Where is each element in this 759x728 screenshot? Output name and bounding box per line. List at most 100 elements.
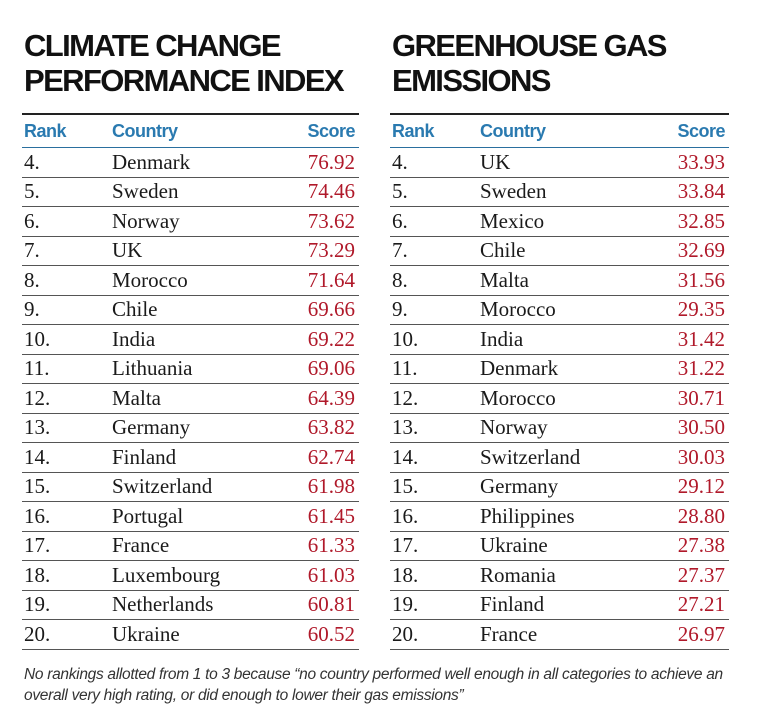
score-cell: 32.69 — [677, 238, 725, 263]
country-cell: Denmark — [112, 149, 191, 174]
table-row: 17. France 61.33 — [22, 532, 359, 561]
score-cell: 28.80 — [677, 503, 725, 528]
rank-cell: 16. — [24, 503, 51, 528]
ghg-title-rule — [390, 113, 729, 115]
table-row: 14. Finland 62.74 — [22, 443, 359, 473]
country-column-header: Country — [480, 120, 546, 141]
cpi-title-line-2: PERFORMANCE INDEX — [24, 63, 345, 98]
table-row: 6. Norway 73.62 — [22, 207, 359, 237]
country-cell: Malta — [112, 385, 161, 410]
table-row: 7. Chile 32.69 — [390, 237, 729, 266]
table-row: 4. Denmark 76.92 — [22, 148, 359, 178]
table-row: 12. Malta 64.39 — [22, 384, 359, 414]
rank-cell: 7. — [24, 238, 40, 263]
rank-cell: 15. — [24, 474, 51, 499]
country-cell: Switzerland — [480, 444, 581, 469]
country-cell: Portugal — [112, 503, 184, 528]
rank-cell: 5. — [392, 179, 408, 204]
score-cell: 27.21 — [677, 592, 725, 617]
table-row: 9. Chile 69.66 — [22, 296, 359, 325]
score-cell: 31.56 — [677, 267, 725, 292]
rank-cell: 14. — [392, 444, 419, 469]
rank-cell: 9. — [392, 297, 408, 322]
rank-cell: 20. — [24, 621, 51, 646]
ghg-header-row: Rank Country Score — [390, 115, 729, 148]
country-cell: Germany — [112, 415, 191, 440]
score-cell: 60.52 — [307, 621, 355, 646]
country-cell: Mexico — [480, 208, 545, 233]
score-cell: 30.50 — [677, 415, 725, 440]
table-row: 5. Sweden 74.46 — [22, 178, 359, 207]
country-cell: Finland — [112, 444, 177, 469]
table-row: 19. Finland 27.21 — [390, 591, 729, 620]
country-cell: France — [480, 621, 538, 646]
score-cell: 69.06 — [307, 356, 355, 381]
rank-cell: 10. — [392, 326, 419, 351]
score-cell: 69.22 — [307, 326, 355, 351]
score-cell: 27.38 — [677, 533, 725, 558]
rank-cell: 19. — [392, 592, 419, 617]
rank-cell: 9. — [24, 297, 40, 322]
country-cell: Switzerland — [112, 474, 213, 499]
rank-column-header: Rank — [24, 120, 67, 141]
table-row: 18. Luxembourg 61.03 — [22, 561, 359, 591]
country-cell: Chile — [480, 238, 526, 263]
rank-cell: 11. — [392, 356, 418, 381]
country-cell: UK — [112, 238, 143, 263]
rank-cell: 13. — [24, 415, 51, 440]
country-cell: Ukraine — [112, 621, 180, 646]
table-row: 20. France 26.97 — [390, 620, 729, 650]
country-cell: Norway — [112, 208, 180, 233]
rank-cell: 18. — [392, 562, 419, 587]
rank-cell: 20. — [392, 621, 419, 646]
score-cell: 33.93 — [677, 149, 725, 174]
table-row: 16. Portugal 61.45 — [22, 502, 359, 532]
table-row: 16. Philippines 28.80 — [390, 502, 729, 532]
country-cell: Finland — [480, 592, 545, 617]
rank-cell: 6. — [392, 208, 408, 233]
country-cell: France — [112, 533, 170, 558]
rank-cell: 8. — [392, 267, 408, 292]
score-cell: 32.85 — [677, 208, 725, 233]
table-row: 4. UK 33.93 — [390, 148, 729, 178]
score-cell: 61.45 — [307, 503, 355, 528]
score-cell: 62.74 — [307, 444, 355, 469]
rank-cell: 11. — [24, 356, 50, 381]
table-row: 10. India 69.22 — [22, 325, 359, 355]
score-cell: 27.37 — [677, 562, 725, 587]
score-cell: 60.81 — [307, 592, 355, 617]
rank-cell: 8. — [24, 267, 40, 292]
rank-column-header: Rank — [392, 120, 435, 141]
score-cell: 71.64 — [307, 267, 355, 292]
score-column-header: Score — [307, 120, 355, 141]
rank-cell: 5. — [24, 179, 40, 204]
table-row: 11. Denmark 31.22 — [390, 355, 729, 384]
table-row: 15. Switzerland 61.98 — [22, 473, 359, 502]
cpi-table-panel: CLIMATE CHANGE PERFORMANCE INDEX Rank Co… — [22, 28, 359, 650]
cpi-table-title: CLIMATE CHANGE PERFORMANCE INDEX — [24, 28, 359, 104]
rank-cell: 14. — [24, 444, 51, 469]
country-cell: Morocco — [112, 267, 188, 292]
country-cell: India — [480, 326, 524, 351]
country-cell: Luxembourg — [112, 562, 221, 587]
score-cell: 61.03 — [307, 562, 355, 587]
score-cell: 30.03 — [677, 444, 725, 469]
score-cell: 33.84 — [677, 179, 725, 204]
rank-cell: 18. — [24, 562, 51, 587]
score-cell: 63.82 — [307, 415, 355, 440]
cpi-title-line-1: CLIMATE CHANGE — [24, 28, 282, 63]
country-cell: Chile — [112, 297, 158, 322]
score-cell: 69.66 — [307, 297, 355, 322]
footnote: No rankings allotted from 1 to 3 because… — [24, 666, 723, 704]
score-column-header: Score — [677, 120, 725, 141]
ghg-table-panel: GREENHOUSE GAS EMISSIONS Rank Country Sc… — [390, 28, 729, 650]
table-row: 6. Mexico 32.85 — [390, 207, 729, 237]
table-row: 8. Malta 31.56 — [390, 266, 729, 296]
ghg-table-title: GREENHOUSE GAS EMISSIONS — [392, 28, 729, 104]
country-cell: Malta — [480, 267, 529, 292]
rank-cell: 17. — [24, 533, 51, 558]
cpi-header-row: Rank Country Score — [22, 115, 359, 148]
table-row: 17. Ukraine 27.38 — [390, 532, 729, 561]
score-cell: 29.12 — [677, 474, 725, 499]
score-cell: 31.42 — [677, 326, 725, 351]
